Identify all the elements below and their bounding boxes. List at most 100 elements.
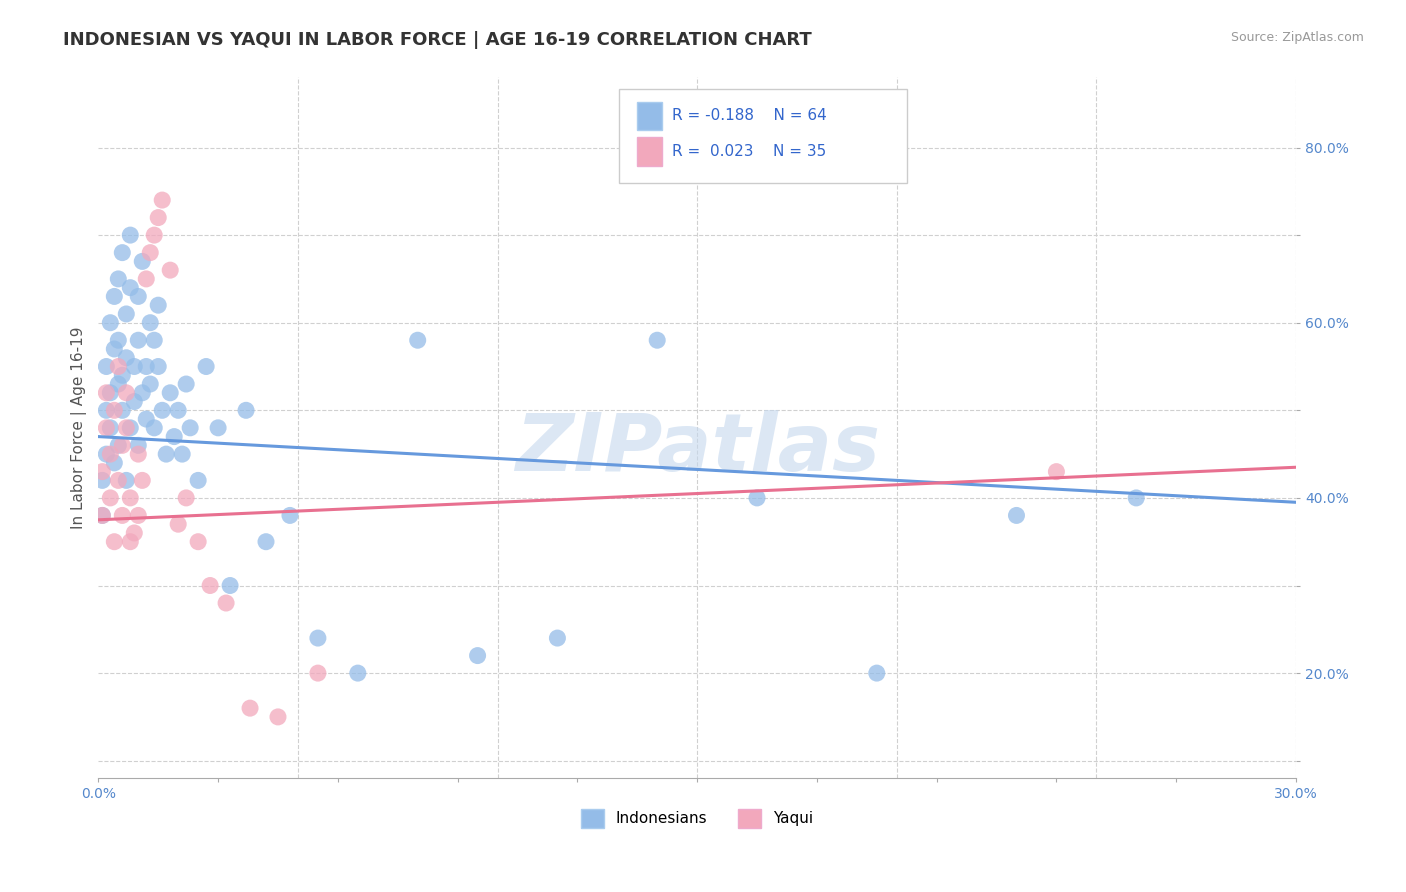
Point xyxy=(98,491,121,505)
Point xyxy=(546,631,568,645)
Point xyxy=(346,666,368,681)
Point xyxy=(307,666,329,681)
Point xyxy=(131,385,153,400)
Point xyxy=(235,403,257,417)
Point xyxy=(155,447,177,461)
Point xyxy=(150,193,173,207)
Point xyxy=(163,429,186,443)
Point xyxy=(111,245,134,260)
Point xyxy=(127,447,149,461)
Text: R =  0.023    N = 35: R = 0.023 N = 35 xyxy=(672,145,827,159)
Point xyxy=(103,403,125,417)
Point xyxy=(120,491,142,505)
Point xyxy=(91,508,114,523)
Point xyxy=(143,228,166,243)
Point xyxy=(645,333,668,347)
Point xyxy=(115,307,138,321)
Point xyxy=(115,351,138,365)
Point xyxy=(96,403,118,417)
Point xyxy=(124,525,146,540)
Point xyxy=(111,438,134,452)
Text: Source: ZipAtlas.com: Source: ZipAtlas.com xyxy=(1230,31,1364,45)
Point xyxy=(120,228,142,243)
Text: INDONESIAN VS YAQUI IN LABOR FORCE | AGE 16-19 CORRELATION CHART: INDONESIAN VS YAQUI IN LABOR FORCE | AGE… xyxy=(63,31,813,49)
Point xyxy=(159,385,181,400)
Point xyxy=(866,666,889,681)
Point xyxy=(135,412,157,426)
Point xyxy=(187,474,209,488)
Point xyxy=(115,385,138,400)
Point xyxy=(111,368,134,383)
Point xyxy=(103,342,125,356)
Point xyxy=(1045,465,1067,479)
Point xyxy=(207,421,229,435)
Point xyxy=(174,491,197,505)
Point xyxy=(131,474,153,488)
Point xyxy=(111,508,134,523)
Point xyxy=(172,447,194,461)
Point xyxy=(103,534,125,549)
Point xyxy=(187,534,209,549)
Legend: Indonesians, Yaqui: Indonesians, Yaqui xyxy=(575,803,820,834)
Point xyxy=(148,359,170,374)
Text: ZIPatlas: ZIPatlas xyxy=(515,409,880,488)
Point xyxy=(91,474,114,488)
Point xyxy=(107,377,129,392)
Point xyxy=(98,385,121,400)
Point xyxy=(91,508,114,523)
Point xyxy=(124,394,146,409)
Y-axis label: In Labor Force | Age 16-19: In Labor Force | Age 16-19 xyxy=(72,326,87,529)
Point xyxy=(167,403,190,417)
Point xyxy=(98,447,121,461)
Point xyxy=(120,534,142,549)
Point xyxy=(107,272,129,286)
Point xyxy=(745,491,768,505)
Point xyxy=(148,211,170,225)
Point xyxy=(139,245,162,260)
Point xyxy=(127,508,149,523)
Point xyxy=(98,316,121,330)
Point xyxy=(174,377,197,392)
Point xyxy=(1125,491,1147,505)
Point xyxy=(120,421,142,435)
Point xyxy=(215,596,238,610)
Point xyxy=(96,359,118,374)
Point xyxy=(131,254,153,268)
Point xyxy=(98,421,121,435)
Point xyxy=(91,465,114,479)
Point xyxy=(167,517,190,532)
Point xyxy=(103,456,125,470)
Point xyxy=(139,377,162,392)
Point xyxy=(120,281,142,295)
Point xyxy=(96,447,118,461)
Point xyxy=(148,298,170,312)
Point xyxy=(1005,508,1028,523)
Point xyxy=(135,272,157,286)
Point xyxy=(239,701,262,715)
Point xyxy=(143,421,166,435)
Point xyxy=(107,438,129,452)
Point xyxy=(124,359,146,374)
Point xyxy=(111,403,134,417)
Point xyxy=(135,359,157,374)
Point xyxy=(107,474,129,488)
Point xyxy=(219,578,242,592)
Point xyxy=(139,316,162,330)
Point xyxy=(307,631,329,645)
Point xyxy=(195,359,218,374)
Point xyxy=(406,333,429,347)
Point xyxy=(107,359,129,374)
Point xyxy=(143,333,166,347)
Point xyxy=(467,648,489,663)
Point xyxy=(254,534,277,549)
Point xyxy=(96,421,118,435)
Point xyxy=(115,421,138,435)
Point xyxy=(115,474,138,488)
Point xyxy=(103,289,125,303)
Point xyxy=(267,710,290,724)
Point xyxy=(159,263,181,277)
Point xyxy=(96,385,118,400)
Point xyxy=(198,578,221,592)
Point xyxy=(107,333,129,347)
Point xyxy=(150,403,173,417)
